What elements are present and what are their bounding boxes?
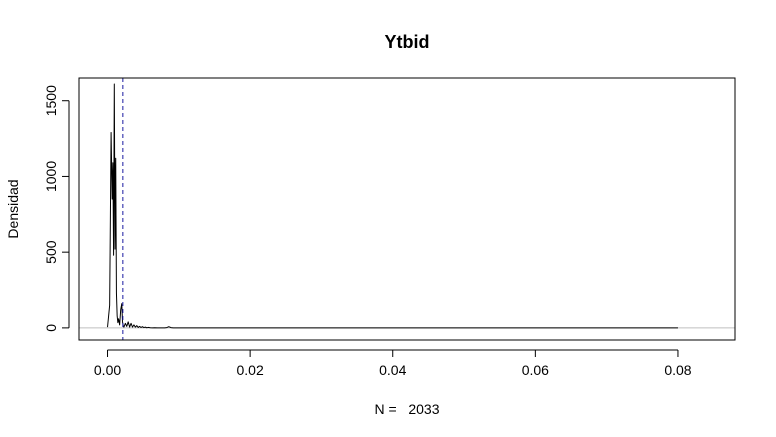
x-tick-label: 0.04	[379, 362, 406, 378]
x-tick-label: 0.06	[522, 362, 549, 378]
chart-title: Ytbid	[385, 32, 430, 52]
y-tick-label: 500	[43, 240, 59, 264]
y-tick-label: 1500	[43, 85, 59, 116]
x-tick-label: 0.02	[237, 362, 264, 378]
y-axis: 0 500 1000 1500	[43, 85, 70, 332]
x-tick-label: 0.08	[664, 362, 691, 378]
x-axis: 0.00 0.02 0.04 0.06 0.08	[94, 349, 692, 378]
plot-frame	[78, 77, 736, 341]
y-axis-label: Densidad	[5, 179, 21, 238]
x-axis-label: N = 2033	[375, 401, 440, 417]
y-tick-label: 0	[43, 324, 59, 332]
x-tick-label: 0.00	[94, 362, 121, 378]
plot-area	[79, 78, 735, 340]
y-tick-label: 1000	[43, 161, 59, 192]
density-line	[107, 83, 678, 329]
